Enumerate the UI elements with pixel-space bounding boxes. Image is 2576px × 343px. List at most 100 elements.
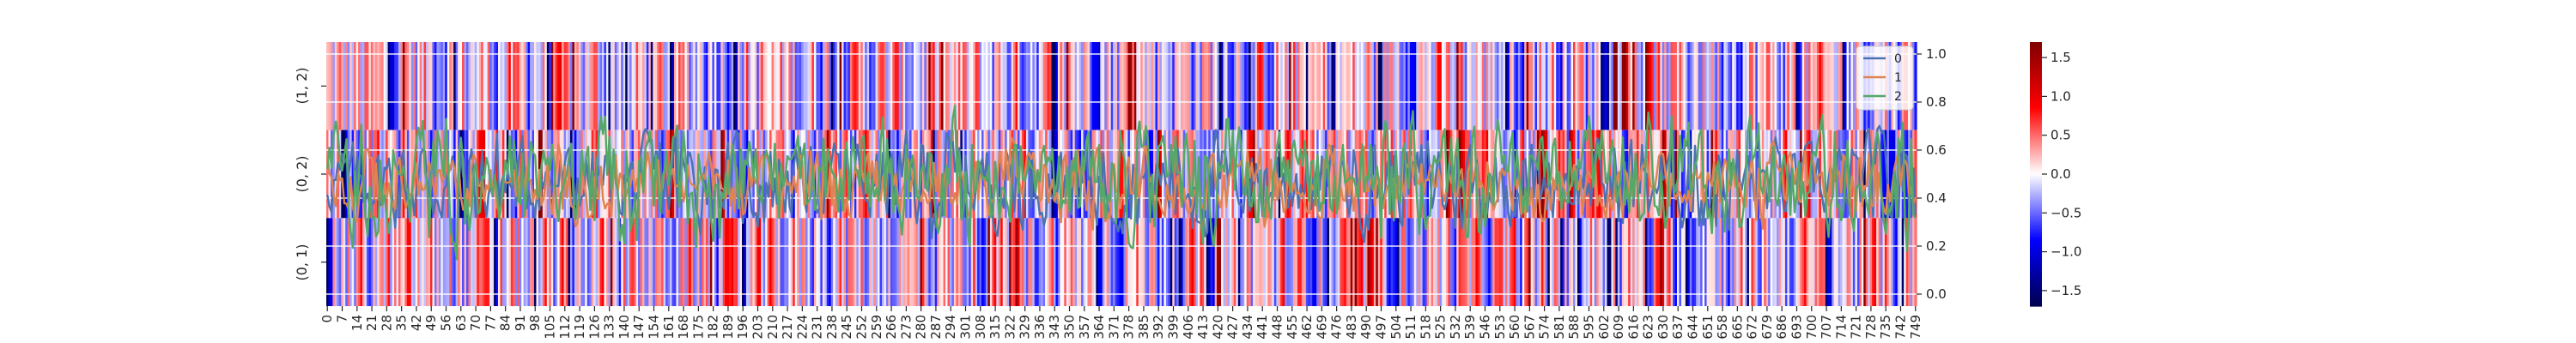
heatmap-cell — [712, 42, 715, 130]
heatmap-cell — [442, 218, 446, 306]
heatmap-cell — [343, 218, 346, 306]
x-tick-label: 399 — [1166, 315, 1182, 340]
heatmap-cell — [680, 42, 683, 130]
x-tick-label: 91 — [513, 315, 528, 331]
heatmap-cell — [1138, 129, 1141, 219]
heatmap-cell — [1759, 42, 1763, 130]
heatmap-cell — [1357, 218, 1360, 306]
heatmap-cell — [1608, 218, 1613, 306]
heatmap-cell — [1053, 129, 1057, 219]
heatmap-cell — [1333, 218, 1336, 306]
heatmap-cell — [1676, 42, 1680, 130]
x-tick-label: 630 — [1656, 315, 1671, 340]
heatmap-cell — [1422, 42, 1425, 130]
heatmap-cell — [805, 129, 809, 219]
heatmap-cell — [1185, 218, 1188, 306]
legend-label: 1 — [1894, 71, 1902, 85]
heatmap-cell — [334, 42, 337, 130]
heatmap-cell — [745, 218, 749, 306]
heatmap-cell — [1136, 42, 1139, 130]
heatmap-cell — [1552, 129, 1555, 219]
heatmap-cell — [712, 218, 715, 306]
heatmap-cell — [1413, 42, 1417, 130]
heatmap-cell — [1363, 42, 1366, 130]
heatmap-cell — [799, 42, 802, 130]
x-tick-label: 441 — [1255, 315, 1270, 340]
heatmap-cell — [1504, 129, 1509, 219]
colorbar-segment — [2030, 284, 2042, 287]
heatmap-cell — [956, 42, 959, 130]
heatmap-cell — [526, 218, 529, 306]
heatmap-cell — [477, 42, 480, 130]
colorbar-segment — [2030, 118, 2042, 122]
heatmap-cell — [432, 129, 435, 219]
heatmap-cell — [758, 42, 762, 130]
heatmap-cell — [1312, 42, 1315, 130]
heatmap-cell — [1276, 42, 1279, 130]
heatmap-cell — [343, 129, 346, 219]
heatmap-cell — [1206, 42, 1209, 130]
heatmap-cell — [555, 42, 558, 130]
heatmap-cell — [1728, 129, 1731, 219]
heatmap-cell — [483, 218, 486, 306]
heatmap-cell — [523, 218, 526, 306]
x-tick-label: 609 — [1611, 315, 1626, 340]
heatmap-cell — [983, 42, 987, 130]
colorbar-segment — [2030, 174, 2042, 178]
heatmap-cell — [854, 218, 857, 306]
heatmap-cell — [1263, 218, 1267, 306]
heatmap-cell — [1458, 42, 1461, 130]
heatmap-cell — [975, 218, 978, 306]
heatmap-cell — [1237, 218, 1241, 306]
colorbar-segment — [2030, 51, 2042, 54]
heatmap-cell — [1804, 42, 1807, 130]
heatmap-cell — [536, 42, 539, 130]
colorbar-segment — [2030, 68, 2042, 71]
heatmap-cell — [1583, 42, 1587, 130]
heatmap-cell — [1462, 42, 1466, 130]
heatmap-cell — [1265, 42, 1268, 130]
heatmap-cell — [1273, 42, 1277, 130]
heatmap-cell — [771, 42, 775, 130]
heatmap-cell — [1049, 42, 1053, 130]
heatmap-cell — [969, 218, 972, 306]
heatmap-cell — [1738, 218, 1741, 306]
heatmap-cell — [1291, 218, 1294, 306]
heatmap-cell — [1571, 42, 1574, 130]
x-tick-label: 35 — [394, 315, 410, 331]
heatmap-cell — [1399, 218, 1402, 306]
x-tick-label: 427 — [1225, 315, 1241, 340]
heatmap-cell — [1055, 42, 1059, 130]
x-tick-label: 308 — [973, 315, 988, 340]
heatmap-cell — [706, 42, 709, 130]
heatmap-cell — [546, 218, 550, 306]
heatmap-cell — [474, 218, 477, 306]
heatmap-cell — [1002, 218, 1005, 306]
colorbar-segment — [2030, 222, 2042, 226]
heatmap-cell — [1074, 42, 1078, 130]
colorbar-segment — [2030, 165, 2042, 168]
heatmap-cell — [1829, 42, 1832, 130]
heatmap-cell — [1386, 42, 1389, 130]
x-tick-label: 658 — [1715, 315, 1730, 340]
heatmap-cell — [519, 218, 522, 306]
heatmap-cell — [487, 42, 490, 130]
heatmap-cell — [1810, 42, 1814, 130]
heatmap-cell — [1592, 42, 1595, 130]
heatmap-cell — [1613, 42, 1616, 130]
heatmap-cell — [1221, 129, 1224, 219]
colorbar-segment — [2030, 42, 2042, 45]
heatmap-cell — [1441, 42, 1444, 130]
heatmap-cell — [487, 218, 490, 306]
heatmap-cell — [557, 218, 561, 306]
heatmap-cell — [1161, 129, 1164, 219]
colorbar-segment — [2030, 286, 2042, 290]
heatmap-cell — [1070, 218, 1073, 306]
heatmap-cell — [1384, 218, 1388, 306]
heatmap-cell — [1543, 218, 1546, 306]
heatmap-cell — [1030, 218, 1033, 306]
colorbar-segment — [2030, 249, 2042, 252]
colorbar-segment — [2030, 275, 2042, 279]
heatmap-cell — [1891, 129, 1894, 219]
heatmap-cell — [434, 218, 438, 306]
